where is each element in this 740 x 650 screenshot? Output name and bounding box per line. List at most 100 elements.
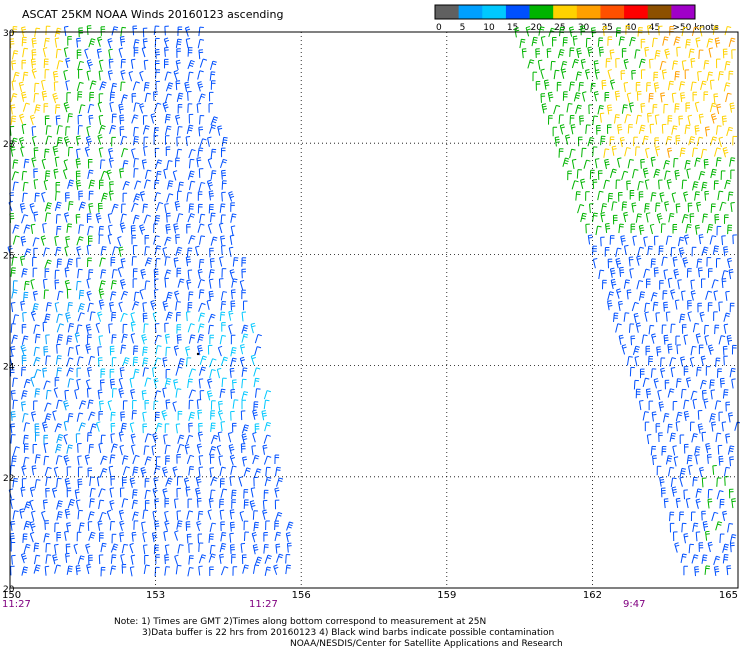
wind-barb	[664, 379, 670, 390]
wind-barb	[186, 223, 191, 234]
wind-barb	[107, 70, 113, 81]
wind-barb	[229, 476, 234, 487]
wind-barb	[142, 346, 148, 357]
wind-barb	[732, 234, 737, 245]
wind-barb	[78, 201, 86, 211]
wind-barb	[133, 126, 139, 137]
wind-barb	[207, 223, 213, 234]
wind-barb	[87, 158, 93, 169]
wind-barb	[22, 71, 29, 82]
wind-barb	[133, 193, 141, 203]
wind-barb	[700, 355, 706, 366]
wind-barb	[597, 170, 603, 180]
wind-barb	[132, 278, 138, 288]
wind-barb	[106, 169, 112, 181]
wind-barb	[698, 113, 704, 124]
wind-barb	[220, 566, 229, 576]
wind-barb	[671, 92, 677, 103]
wind-barb	[206, 299, 212, 310]
wind-barb	[217, 125, 223, 136]
wind-barb	[52, 410, 57, 421]
wind-barb	[656, 213, 663, 224]
wind-barb	[29, 486, 35, 497]
wind-barb	[164, 423, 170, 433]
wind-barb	[32, 256, 37, 267]
wind-barb	[210, 476, 218, 486]
wind-barb	[630, 335, 636, 346]
wind-barb	[665, 135, 673, 146]
wind-barb	[44, 466, 52, 477]
wind-barb	[98, 335, 103, 346]
wind-barb	[550, 60, 556, 71]
wind-barb	[653, 82, 660, 93]
wind-barb	[119, 278, 126, 290]
wind-barb	[100, 434, 106, 445]
time-label-right: 9:47	[623, 599, 645, 610]
wind-barb	[688, 464, 693, 476]
wind-barb	[658, 179, 663, 190]
wind-barb	[153, 377, 159, 389]
legend-label: 45	[649, 23, 660, 33]
wind-barb	[641, 334, 648, 344]
wind-barb	[162, 357, 168, 368]
wind-barb	[727, 191, 734, 201]
wind-barb	[164, 25, 169, 36]
wind-barb	[230, 357, 237, 367]
wind-barb	[131, 410, 137, 420]
wind-barb	[232, 566, 238, 576]
wind-barb	[221, 377, 227, 388]
wind-barb	[109, 91, 115, 102]
wind-barb	[197, 323, 205, 333]
wind-barb	[220, 521, 225, 532]
wind-barb	[594, 158, 600, 169]
wind-barb	[585, 223, 590, 234]
wind-barb	[230, 300, 236, 311]
wind-barb	[686, 168, 691, 179]
wind-barb	[188, 291, 194, 301]
wind-barb	[597, 190, 604, 201]
wind-barb	[56, 532, 61, 542]
wind-barb	[10, 390, 16, 401]
wind-barb	[230, 410, 235, 421]
wind-barb	[130, 333, 136, 344]
wind-barb	[86, 290, 92, 302]
wind-barb	[110, 543, 119, 553]
wind-barb	[176, 487, 181, 498]
wind-barb	[567, 170, 572, 181]
wind-barb	[76, 81, 84, 92]
wind-barb	[198, 181, 206, 192]
wind-barb	[117, 236, 122, 247]
wind-barb	[221, 268, 227, 278]
wind-barb	[197, 268, 203, 280]
wind-barb	[111, 311, 117, 322]
wind-barb	[188, 235, 196, 245]
wind-barb	[188, 113, 194, 124]
wind-barb	[131, 114, 139, 124]
wind-barb	[44, 565, 50, 576]
wind-barb	[188, 158, 195, 169]
wind-barb	[217, 410, 224, 421]
wind-barb	[175, 157, 180, 168]
wind-barb	[649, 223, 655, 235]
wind-barb	[155, 80, 160, 91]
wind-barb	[716, 58, 721, 69]
wind-barb	[683, 443, 689, 454]
legend-label: 15	[507, 23, 518, 33]
wind-barb	[187, 213, 195, 223]
wind-barb	[129, 566, 135, 577]
wind-barb	[98, 299, 105, 310]
wind-barb	[185, 135, 191, 146]
wind-barb	[196, 520, 202, 532]
wind-barb	[654, 50, 661, 60]
wind-barb	[647, 245, 653, 256]
longitude-tick-label: 150	[2, 590, 21, 601]
wind-barb	[98, 93, 104, 103]
wind-barb	[231, 499, 236, 509]
wind-barb	[666, 179, 672, 190]
wind-barb	[263, 434, 271, 444]
wind-barb	[219, 388, 226, 399]
wind-barb	[109, 124, 117, 135]
wind-barb	[130, 433, 136, 444]
wind-barb	[198, 422, 203, 433]
wind-barb	[713, 93, 719, 104]
